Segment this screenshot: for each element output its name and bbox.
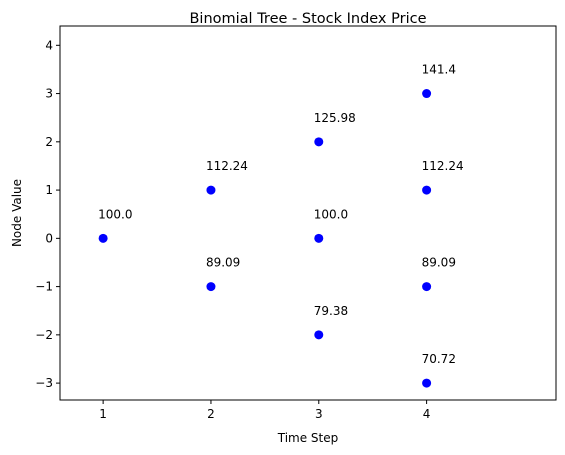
y-tick-label: 3 — [45, 87, 53, 101]
data-label: 70.72 — [422, 352, 456, 366]
x-axis: 1 2 3 4 — [99, 400, 430, 421]
data-label: 100.0 — [98, 207, 132, 221]
data-label: 112.24 — [206, 159, 248, 173]
plot-area — [59, 25, 557, 401]
data-label: 125.98 — [314, 111, 356, 125]
data-label: 89.09 — [206, 256, 240, 270]
data-point — [206, 185, 216, 195]
x-tick-label: 1 — [99, 407, 107, 421]
y-tick-label: −1 — [35, 280, 53, 294]
y-tick-label: 1 — [45, 183, 53, 197]
x-tick-label: 2 — [207, 407, 215, 421]
data-point — [314, 137, 324, 147]
x-axis-label: Time Step — [277, 431, 339, 445]
x-tick-label: 4 — [423, 407, 431, 421]
data-point — [422, 89, 432, 99]
y-axis-label: Node Value — [10, 179, 24, 247]
data-points — [98, 89, 432, 388]
data-point — [422, 282, 432, 292]
data-point — [206, 282, 216, 292]
data-label: 79.38 — [314, 304, 348, 318]
data-label: 112.24 — [422, 159, 464, 173]
data-label: 100.0 — [314, 207, 348, 221]
y-tick-label: 4 — [45, 38, 53, 52]
data-point — [98, 233, 108, 243]
x-tick-label: 3 — [315, 407, 323, 421]
data-labels: 100.0 112.24 89.09 125.98 100.0 79.38 141.4 112… — [98, 63, 463, 367]
y-tick-label: −2 — [35, 328, 53, 342]
data-label: 89.09 — [422, 256, 456, 270]
data-point — [422, 185, 432, 195]
chart-title: Binomial Tree - Stock Index Price — [189, 11, 426, 27]
y-axis: −3 −2 −1 0 1 2 3 4 — [35, 38, 60, 390]
data-label: 141.4 — [422, 63, 456, 77]
data-point — [314, 330, 324, 340]
y-tick-label: 0 — [45, 231, 53, 245]
y-tick-label: −3 — [35, 376, 53, 390]
data-point — [422, 378, 432, 388]
y-tick-label: 2 — [45, 135, 53, 149]
data-point — [314, 233, 324, 243]
